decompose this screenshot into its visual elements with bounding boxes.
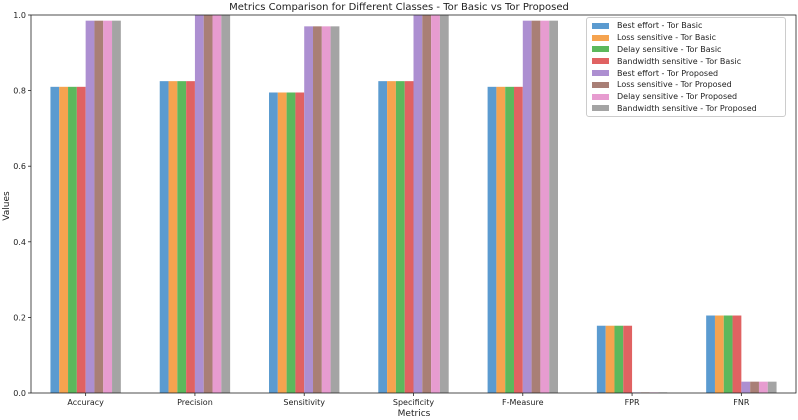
legend-swatch xyxy=(592,70,609,77)
legend-swatch xyxy=(592,34,609,41)
x-axis-label: Metrics xyxy=(398,409,431,419)
bar-fnr-series-4 xyxy=(732,315,742,393)
bar-sensitivity-series-1 xyxy=(269,92,278,394)
bar-f-measure-series-1 xyxy=(487,86,497,393)
legend-item: Best effort - Tor Basic xyxy=(592,20,780,32)
legend-swatch xyxy=(592,93,609,100)
x-tick-label-fpr: FPR xyxy=(625,398,640,407)
legend-item: Loss sensitive - Tor Proposed xyxy=(592,79,780,91)
bar-f-measure-series-5 xyxy=(522,20,532,393)
legend-item: Delay sensitive - Tor Proposed xyxy=(592,91,780,103)
bar-fnr-series-3 xyxy=(723,315,733,393)
bar-specificity-series-6 xyxy=(422,15,432,393)
bar-f-measure-series-4 xyxy=(513,86,523,393)
x-tick-label-fnr: FNR xyxy=(733,398,750,407)
bar-sensitivity-series-4 xyxy=(295,92,305,394)
legend-label: Best effort - Tor Basic xyxy=(617,21,703,31)
x-tick-label-precision: Precision xyxy=(177,398,213,407)
bar-sensitivity-series-3 xyxy=(286,92,296,394)
legend-swatch xyxy=(592,58,609,65)
legend-label: Bandwidth sensitive - Tor Proposed xyxy=(617,103,757,113)
bar-fnr-series-7 xyxy=(758,381,768,393)
bar-specificity-series-8 xyxy=(439,15,449,393)
bar-fpr-series-4 xyxy=(623,325,633,393)
bar-f-measure-series-7 xyxy=(540,20,550,393)
bar-accuracy-series-7 xyxy=(103,20,113,393)
bar-precision-series-1 xyxy=(159,81,169,394)
legend-swatch xyxy=(592,22,609,29)
x-tick-label-f-measure: F-Measure xyxy=(502,398,544,407)
y-tick-label: 0.4 xyxy=(13,238,26,247)
bar-fnr-series-5 xyxy=(741,381,751,393)
legend-label: Best effort - Tor Proposed xyxy=(617,68,719,78)
chart-legend: Best effort - Tor Basic Loss sensitive - … xyxy=(586,17,786,118)
bar-specificity-series-5 xyxy=(413,15,423,393)
bar-sensitivity-series-5 xyxy=(304,26,314,394)
bar-precision-series-2 xyxy=(168,81,178,394)
legend-label: Loss sensitive - Tor Proposed xyxy=(617,80,732,90)
bar-fpr-series-2 xyxy=(605,325,615,393)
legend-item: Delay sensitive - Tor Basic xyxy=(592,44,780,56)
bar-accuracy-series-3 xyxy=(68,86,77,393)
legend-item: Loss sensitive - Tor Basic xyxy=(592,32,780,44)
bar-f-measure-series-8 xyxy=(549,20,558,393)
bar-precision-series-5 xyxy=(194,15,204,393)
legend-swatch xyxy=(592,105,609,112)
y-tick-label: 1.0 xyxy=(13,11,26,20)
y-tick-label: 0.0 xyxy=(13,389,26,398)
bar-f-measure-series-2 xyxy=(496,86,506,393)
y-tick-label: 0.2 xyxy=(13,313,26,322)
bar-precision-series-7 xyxy=(212,15,222,393)
legend-item: Best effort - Tor Proposed xyxy=(592,67,780,79)
bar-fpr-series-1 xyxy=(596,325,606,393)
y-tick-label: 0.8 xyxy=(13,87,26,96)
bar-sensitivity-series-2 xyxy=(277,92,287,394)
chart-title: Metrics Comparison for Different Classes… xyxy=(229,2,569,13)
bar-accuracy-series-8 xyxy=(112,20,121,393)
legend-label: Delay sensitive - Tor Basic xyxy=(617,44,722,54)
bar-precision-series-6 xyxy=(203,15,213,393)
bar-sensitivity-series-7 xyxy=(321,26,331,394)
bar-fnr-series-1 xyxy=(706,315,715,393)
bar-fpr-series-3 xyxy=(614,325,624,393)
bar-precision-series-4 xyxy=(186,81,195,394)
bar-fnr-series-8 xyxy=(767,381,777,393)
bar-accuracy-series-1 xyxy=(50,86,60,393)
x-tick-label-specificity: Specificity xyxy=(393,398,434,407)
bar-specificity-series-7 xyxy=(431,15,440,393)
bar-fnr-series-6 xyxy=(750,381,759,393)
bar-specificity-series-3 xyxy=(395,81,405,394)
bar-accuracy-series-4 xyxy=(76,86,86,393)
bar-specificity-series-1 xyxy=(378,81,388,394)
y-axis-label: Values xyxy=(2,191,12,221)
bar-f-measure-series-6 xyxy=(531,20,541,393)
legend-label: Delay sensitive - Tor Proposed xyxy=(617,92,738,102)
bar-accuracy-series-6 xyxy=(94,20,104,393)
legend-item: Bandwidth sensitive - Tor Proposed xyxy=(592,103,780,115)
bar-precision-series-8 xyxy=(221,15,231,393)
legend-swatch xyxy=(592,81,609,88)
x-tick-label-accuracy: Accuracy xyxy=(67,398,104,407)
x-tick-label-sensitivity: Sensitivity xyxy=(283,398,325,407)
legend-label: Bandwidth sensitive - Tor Basic xyxy=(617,56,742,66)
y-tick-label: 0.6 xyxy=(13,162,26,171)
bar-sensitivity-series-8 xyxy=(330,26,340,394)
bar-specificity-series-2 xyxy=(387,81,396,394)
bar-accuracy-series-5 xyxy=(85,20,95,393)
bar-accuracy-series-2 xyxy=(59,86,69,393)
bar-fnr-series-2 xyxy=(714,315,724,393)
bar-precision-series-3 xyxy=(177,81,187,394)
legend-label: Loss sensitive - Tor Basic xyxy=(617,33,717,43)
bar-sensitivity-series-6 xyxy=(313,26,322,394)
bar-f-measure-series-3 xyxy=(505,86,514,393)
legend-swatch xyxy=(592,46,609,53)
legend-item: Bandwidth sensitive - Tor Basic xyxy=(592,55,780,67)
bar-specificity-series-4 xyxy=(404,81,414,394)
